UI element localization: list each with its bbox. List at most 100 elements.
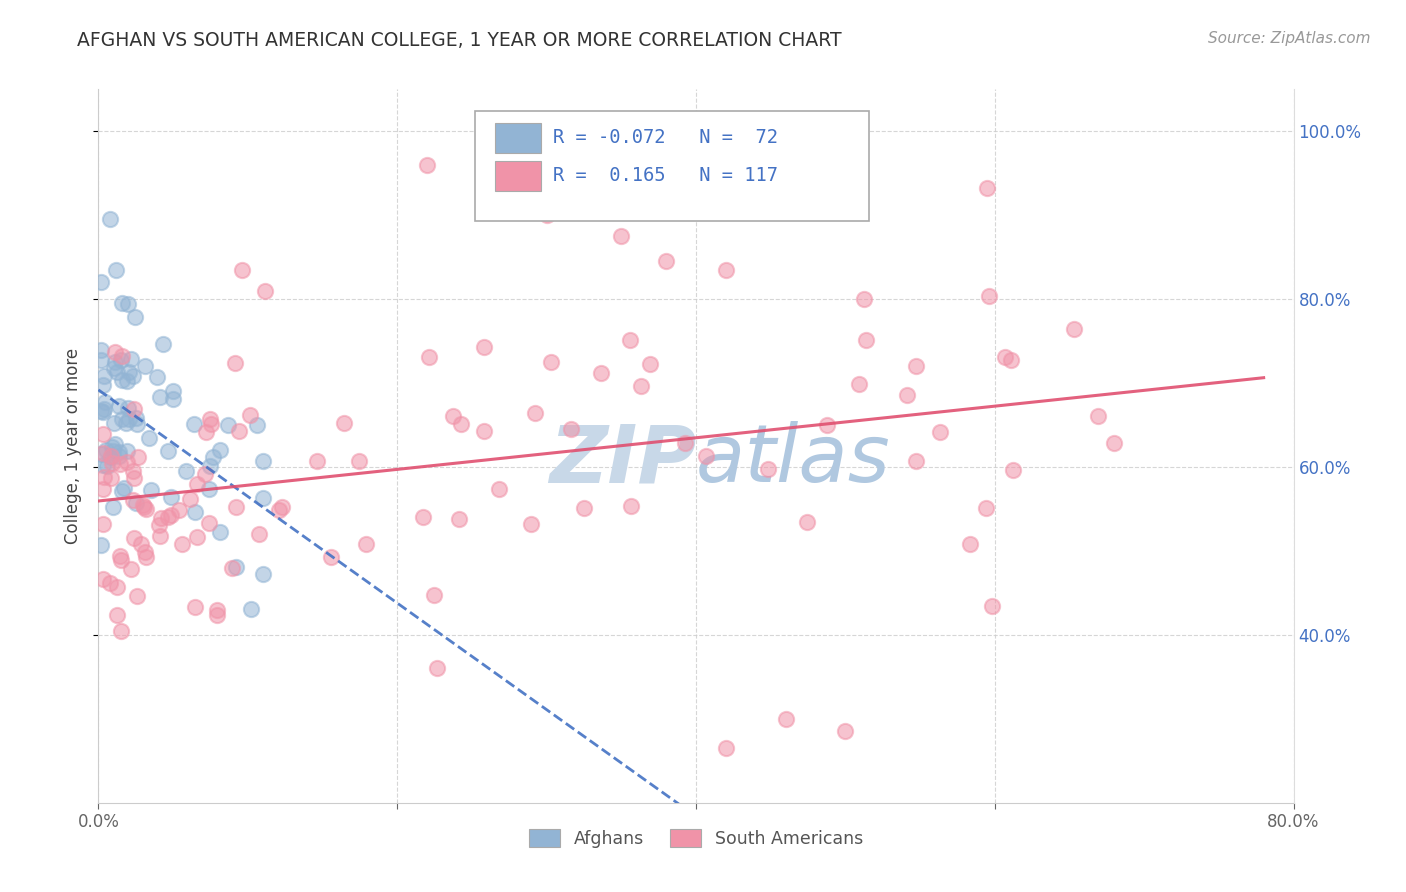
Y-axis label: College, 1 year or more: College, 1 year or more (65, 348, 83, 544)
Point (103, 361, 125, 376)
Point (450, 417, 472, 431)
Point (305, 454, 328, 468)
Text: AFGHAN VS SOUTH AMERICAN COLLEGE, 1 YEAR OR MORE CORRELATION CHART: AFGHAN VS SOUTH AMERICAN COLLEGE, 1 YEAR… (77, 31, 842, 50)
Point (105, 262, 128, 277)
Point (110, 624, 132, 639)
Point (90, 343, 112, 358)
Point (96, 459, 118, 474)
Point (139, 483, 162, 498)
Point (655, 254, 678, 268)
Point (540, 355, 562, 369)
Point (111, 349, 134, 363)
Point (202, 450, 225, 464)
Point (536, 208, 558, 222)
Point (111, 483, 134, 498)
Point (630, 379, 652, 393)
Point (252, 567, 274, 582)
Legend: Afghans, South Americans: Afghans, South Americans (522, 822, 870, 855)
Point (756, 462, 779, 476)
Point (474, 424, 496, 438)
Point (127, 450, 149, 465)
Point (239, 602, 262, 616)
Point (254, 285, 277, 299)
Point (695, 449, 717, 463)
Point (620, 499, 643, 513)
Point (321, 550, 343, 565)
Point (981, 599, 1004, 613)
Point (848, 376, 870, 391)
Point (1104, 436, 1126, 450)
Point (162, 392, 184, 407)
Point (775, 712, 797, 726)
Point (200, 417, 222, 431)
Point (135, 501, 157, 516)
Point (146, 370, 169, 384)
Point (416, 158, 439, 172)
Point (94, 395, 117, 409)
Point (449, 512, 471, 526)
Point (111, 412, 134, 426)
Point (157, 444, 180, 458)
Point (1087, 409, 1109, 424)
Point (974, 500, 997, 515)
Point (225, 500, 247, 515)
Point (129, 537, 152, 551)
Point (205, 607, 228, 622)
Point (426, 661, 449, 675)
Point (111, 296, 134, 310)
Point (112, 481, 135, 495)
Point (93, 402, 115, 417)
Point (122, 531, 145, 545)
Point (90, 352, 112, 367)
Point (333, 416, 356, 430)
Point (640, 357, 662, 371)
Point (107, 449, 129, 463)
Point (443, 409, 465, 423)
Bar (495, 123, 541, 153)
Point (412, 510, 434, 524)
Point (208, 442, 231, 457)
Point (120, 351, 142, 366)
Point (120, 562, 142, 576)
Point (115, 455, 138, 469)
Point (1063, 321, 1085, 335)
Point (100, 450, 122, 464)
Text: ZIP: ZIP (548, 421, 696, 500)
Point (896, 388, 918, 402)
Text: R = -0.072   N =  72: R = -0.072 N = 72 (553, 128, 778, 146)
Point (714, 741, 737, 756)
Point (269, 503, 291, 517)
Point (124, 471, 146, 485)
Point (115, 374, 138, 388)
Point (472, 340, 495, 354)
Point (103, 416, 125, 430)
Point (591, 366, 613, 380)
Point (252, 454, 274, 468)
Point (218, 418, 240, 433)
Point (423, 588, 446, 602)
Point (101, 441, 124, 455)
Point (98, 212, 122, 227)
Point (124, 496, 146, 510)
Point (150, 510, 173, 524)
Point (560, 422, 582, 436)
Bar (495, 161, 541, 191)
Point (90, 275, 112, 289)
Point (100, 449, 122, 463)
Point (354, 537, 377, 551)
Point (834, 724, 856, 739)
Point (156, 509, 179, 524)
Point (160, 490, 183, 504)
Point (1002, 463, 1025, 477)
Point (90, 538, 112, 552)
Point (194, 467, 217, 482)
Point (247, 526, 270, 541)
Point (519, 516, 541, 531)
Point (138, 431, 160, 445)
Point (101, 456, 124, 470)
Point (976, 181, 998, 195)
Point (125, 417, 148, 431)
Point (117, 296, 139, 310)
Point (221, 561, 243, 575)
Point (135, 549, 157, 564)
